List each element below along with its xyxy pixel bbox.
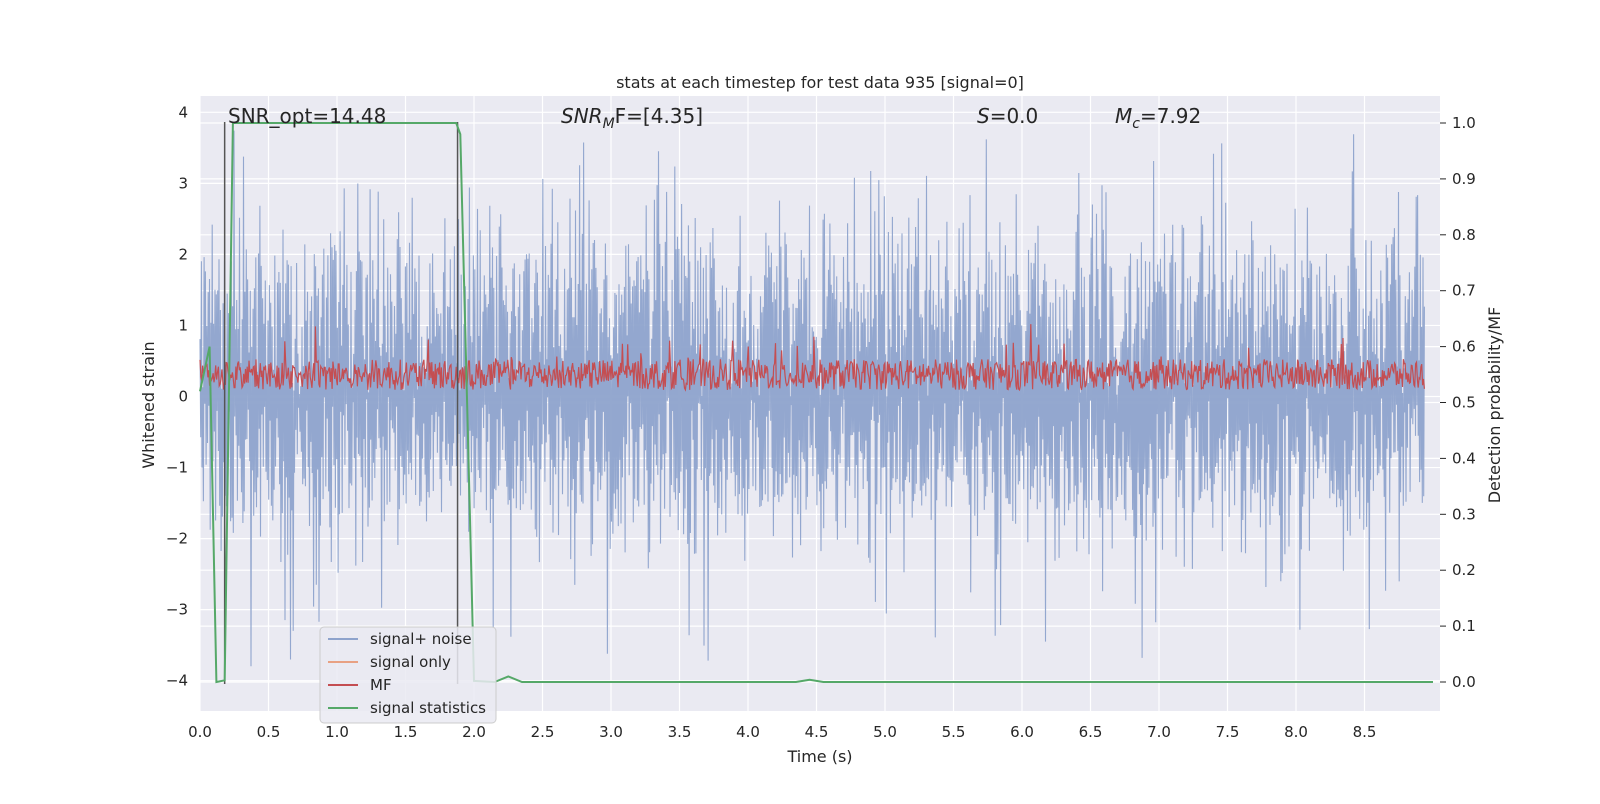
y-left-tick-label: −1 — [166, 459, 188, 477]
y-right-tick-label: 1.0 — [1452, 114, 1476, 132]
annotation-mc-subscript: c — [1132, 116, 1140, 132]
annotation-snr-mf: SNRMF=[4.35] — [561, 104, 703, 132]
annotation-snr-opt: SNR_opt=14.48 — [228, 104, 386, 128]
y-left-tick-label: −3 — [166, 601, 188, 619]
y-right-tick-label: 0.9 — [1452, 170, 1476, 188]
x-tick-label: 7.0 — [1147, 723, 1171, 741]
y-right-tick-label: 0.5 — [1452, 394, 1476, 412]
y-left-tick-label: −2 — [166, 530, 188, 548]
annotation-s-symbol: S — [977, 104, 990, 128]
annotation-snr-mf-subscript: M — [603, 116, 615, 132]
x-tick-label: 5.5 — [942, 723, 966, 741]
y-left-axis-ticks: 4 3 2 1 0 −1 −2 −3 −4 — [166, 103, 188, 689]
y-left-tick-label: 2 — [178, 245, 188, 263]
annotation-s-value: =0.0 — [990, 104, 1039, 128]
annotation-snr-mf-symbol: SNR — [561, 104, 603, 128]
mf-line — [199, 324, 1425, 392]
annotation-s: S=0.0 — [977, 104, 1038, 128]
x-tick-label: 6.5 — [1079, 723, 1103, 741]
x-tick-label: 7.5 — [1216, 723, 1240, 741]
y-right-tick-label: 0.3 — [1452, 505, 1476, 523]
x-tick-label: 0.5 — [257, 723, 281, 741]
y-right-axis-ticks: 1.0 0.9 0.8 0.7 0.6 0.5 0.4 0.3 0.2 0.1 0.0 — [1440, 114, 1476, 691]
legend-label-signal-only: signal only — [370, 653, 451, 671]
y-left-tick-label: 4 — [178, 103, 188, 121]
legend-label-mf: MF — [370, 676, 392, 694]
annotation-mc-symbol: M — [1115, 104, 1132, 128]
y-right-tick-label: 0.7 — [1452, 282, 1476, 300]
y-left-tick-label: −4 — [166, 672, 188, 690]
legend-box — [319, 626, 497, 724]
x-axis-ticks: 0.0 0.5 1.0 1.5 2.0 2.5 3.0 3.5 4.0 4.5 5.0 5.5 6.0 6… — [188, 723, 1376, 741]
annotation-snr-mf-value: F=[4.35] — [615, 104, 703, 128]
x-tick-label: 1.5 — [394, 723, 418, 741]
vertical-markers — [223, 122, 459, 684]
x-tick-label: 0.0 — [188, 723, 212, 741]
chart-title: stats at each timestep for test data 935… — [616, 73, 1024, 92]
legend-label-signal-noise: signal+ noise — [370, 630, 472, 648]
y-right-tick-label: 0.2 — [1452, 561, 1476, 579]
y-left-axis-label: Whitened strain — [139, 341, 158, 468]
annotation-mc-value: =7.92 — [1140, 104, 1201, 128]
y-left-tick-label: 0 — [178, 388, 188, 406]
x-tick-label: 5.0 — [873, 723, 897, 741]
signal-noise-line — [199, 130, 1425, 667]
x-tick-label: 8.5 — [1353, 723, 1377, 741]
signal-noise-series — [199, 130, 1425, 667]
y-right-tick-label: 0.8 — [1452, 226, 1476, 244]
y-right-tick-label: 0.4 — [1452, 449, 1476, 467]
x-tick-label: 2.0 — [462, 723, 486, 741]
legend-label-signal-statistics: signal statistics — [370, 699, 486, 717]
x-tick-label: 4.5 — [805, 723, 829, 741]
x-tick-label: 3.0 — [599, 723, 623, 741]
y-right-tick-label: 0.1 — [1452, 617, 1476, 635]
y-left-tick-label: 1 — [178, 316, 188, 334]
x-axis-label: Time (s) — [786, 747, 852, 766]
x-tick-label: 6.0 — [1010, 723, 1034, 741]
x-tick-label: 4.0 — [736, 723, 760, 741]
mf-series — [199, 324, 1425, 392]
y-right-axis-label: Detection probability/MF — [1485, 307, 1504, 504]
x-tick-label: 2.5 — [531, 723, 555, 741]
x-tick-label: 1.0 — [325, 723, 349, 741]
annotation-mc: Mc=7.92 — [1115, 104, 1201, 132]
y-right-tick-label: 0.6 — [1452, 338, 1476, 356]
x-tick-label: 8.0 — [1284, 723, 1308, 741]
legend: signal+ noise signal only MF signal stat… — [319, 626, 497, 724]
x-tick-label: 3.5 — [668, 723, 692, 741]
y-left-tick-label: 3 — [178, 174, 188, 192]
y-right-tick-label: 0.0 — [1452, 673, 1476, 691]
